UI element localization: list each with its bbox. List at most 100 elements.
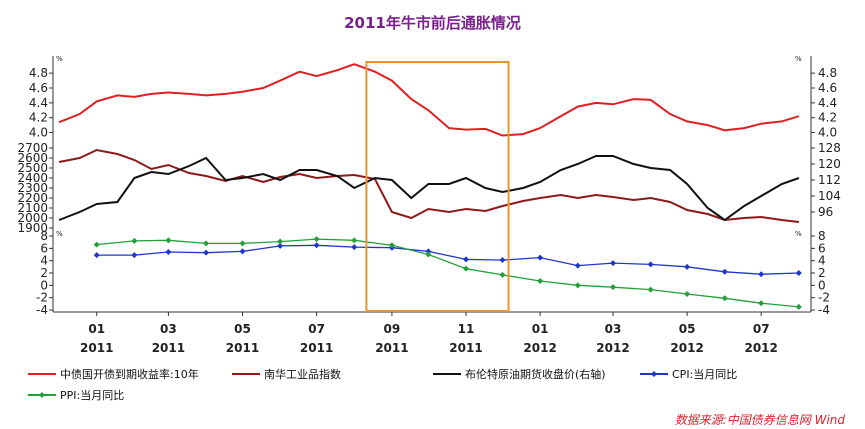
ppi-data-point [721, 295, 728, 302]
ppi-data-point [574, 282, 581, 289]
ppi-data-point [165, 237, 172, 244]
y-tick-label: 2500 [17, 161, 48, 175]
y-tick-label-right: 4.0 [818, 126, 837, 140]
cpi-data-point [795, 270, 802, 276]
x-tick-label-year: 2011 [226, 341, 259, 355]
y-tick-label: 6 [40, 241, 48, 255]
cpi-data-point [425, 248, 432, 255]
legend-label: 布伦特原油期货收盘价(右轴) [465, 367, 606, 381]
ppi-data-point [647, 286, 654, 293]
series-line-cpi [96, 244, 799, 275]
ppi-data-point [388, 242, 395, 249]
y-tick-label: 2700 [17, 141, 48, 155]
cpi-data-point [203, 249, 210, 256]
x-tick-label-year: 2011 [300, 341, 333, 355]
cpi-data-point [165, 249, 172, 256]
series-line-brent-oil [58, 155, 800, 222]
y-tick-label-right: 4.2 [818, 111, 837, 125]
x-tick-label-year: 2012 [744, 341, 777, 355]
y-tick-label-right: 4.6 [818, 81, 837, 95]
x-tick-label-month: 09 [384, 322, 401, 336]
cpi-data-point [647, 261, 654, 268]
cpi-data-point [313, 242, 320, 249]
x-tick-label-month: 11 [458, 322, 475, 336]
legend-label: PPI:当月同比 [60, 388, 124, 402]
x-tick-label-year: 2011 [375, 341, 408, 355]
x-tick-label-year: 2012 [523, 341, 556, 355]
y-tick-label: 4.8 [29, 66, 48, 80]
bottom-unit-right: % [795, 230, 802, 238]
ppi-data-point [758, 300, 765, 307]
y-tick-label: 2400 [17, 171, 48, 185]
cpi-data-point [758, 271, 765, 278]
cpi-data-point [499, 257, 506, 264]
top-unit-left: % [56, 55, 63, 63]
y-tick-label: 2 [40, 266, 48, 280]
ppi-data-point [537, 278, 544, 285]
ppi-data-point [203, 240, 210, 247]
y-tick-label-right: 2 [818, 266, 826, 280]
source-note: 数据来源:中国债券信息网 Wind [674, 413, 845, 427]
y-tick-label: 4 [40, 254, 48, 268]
y-tick-label: 2200 [17, 191, 48, 205]
cpi-data-point [574, 262, 581, 269]
x-tick-label-year: 2011 [152, 341, 185, 355]
y-tick-label: 1900 [17, 221, 48, 235]
legend-label: 南华工业品指数 [264, 367, 341, 381]
ppi-data-point [684, 290, 691, 297]
top-unit-right: % [795, 55, 802, 63]
ppi-data-point [313, 236, 320, 243]
y-tick-label-right: 120 [818, 157, 841, 171]
legend-label: CPI:当月同比 [672, 367, 737, 381]
y-tick-label: 0 [40, 278, 48, 292]
x-tick-label-month: 03 [160, 322, 177, 336]
ppi-data-point [131, 237, 138, 244]
y-tick-label: 2100 [17, 201, 48, 215]
x-tick-label-year: 2012 [596, 341, 629, 355]
y-tick-label-right: 128 [818, 141, 841, 155]
y-tick-label-right: -4 [818, 303, 830, 317]
ppi-data-point [795, 303, 802, 310]
x-tick-label-year: 2011 [80, 341, 113, 355]
cpi-data-point [721, 268, 728, 275]
series-line-nanhua-index [58, 148, 800, 223]
cpi-data-point [609, 260, 616, 267]
ppi-data-point [499, 271, 506, 278]
y-tick-label-right: 6 [818, 241, 826, 255]
series-line-bond-yield [58, 63, 800, 137]
x-tick-label-year: 2011 [449, 341, 482, 355]
y-tick-label: 2000 [17, 211, 48, 225]
y-tick-label: -2 [36, 291, 48, 305]
ppi-data-point [277, 238, 284, 245]
chart-title: 2011年牛市前后通胀情况 [344, 14, 521, 32]
ppi-data-point [239, 240, 246, 247]
cpi-data-point [277, 242, 284, 249]
x-tick-label-month: 03 [605, 322, 622, 336]
bottom-unit-left: % [56, 230, 63, 238]
series-line-ppi [96, 238, 799, 308]
y-tick-label: 4.4 [29, 96, 48, 110]
y-tick-label: 2300 [17, 181, 48, 195]
ppi-data-point [463, 265, 470, 272]
cpi-data-point [239, 248, 246, 255]
x-tick-label-month: 01 [88, 322, 105, 336]
cpi-data-point [131, 252, 138, 259]
x-tick-label-month: 05 [679, 322, 696, 336]
y-tick-label-right: 96 [818, 205, 833, 219]
legend-label: 中债国开债到期收益率:10年 [60, 367, 199, 381]
ppi-data-point [609, 284, 616, 291]
ppi-data-point [351, 237, 358, 244]
y-tick-label: 4.6 [29, 81, 48, 95]
y-tick-label: 4.0 [29, 126, 48, 140]
y-tick-label-right: 0 [818, 278, 826, 292]
y-tick-label-right: 4 [818, 254, 826, 268]
cpi-data-point [351, 244, 358, 251]
y-tick-label: 8 [40, 229, 48, 243]
y-tick-label: 2600 [17, 151, 48, 165]
highlight-box [365, 61, 510, 312]
cpi-data-point [684, 263, 691, 270]
ppi-data-point [93, 241, 100, 248]
y-tick-label-right: -2 [818, 291, 830, 305]
ppi-data-point [425, 251, 432, 258]
